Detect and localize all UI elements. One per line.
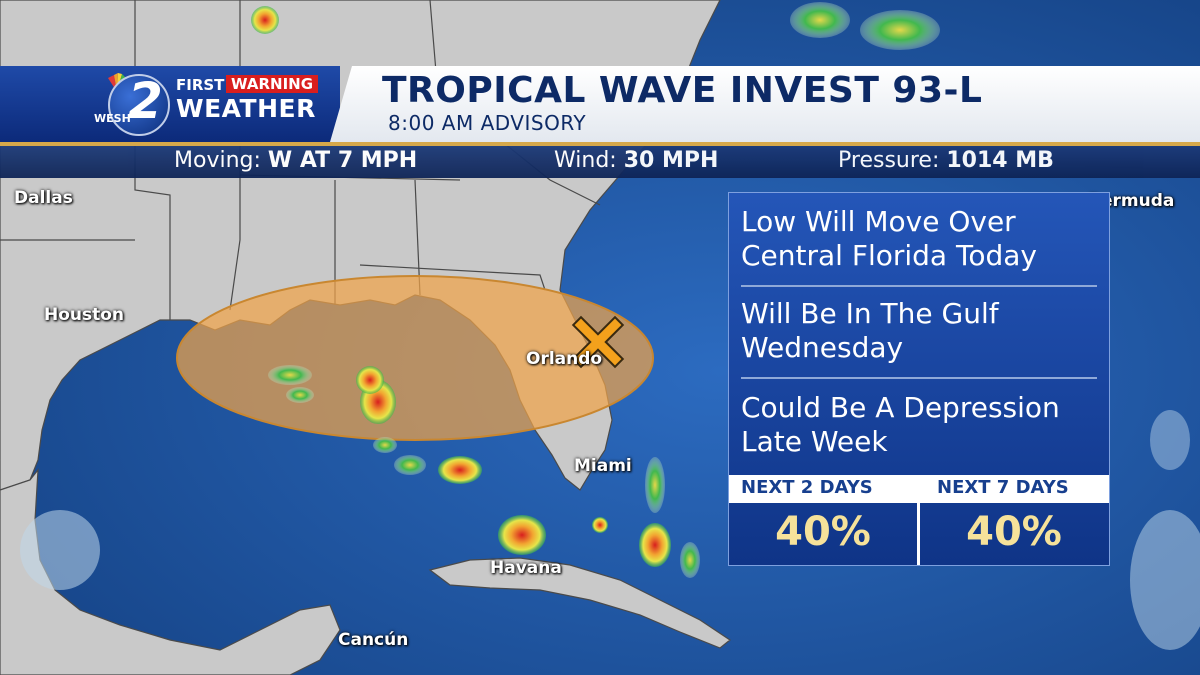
forecast-note-line: Low Will Move Over: [741, 205, 1016, 238]
logo-channel-number: 2: [128, 72, 163, 130]
station-logo: 2 WESH FIRST WARNING WEATHER: [0, 66, 340, 142]
accent-divider: [0, 142, 1200, 146]
stat-moving-value: W AT 7 MPH: [267, 148, 418, 173]
outlook-2day-value: 40%: [775, 509, 871, 555]
stat-wind-value: 30 MPH: [623, 148, 719, 173]
title-area: TROPICAL WAVE INVEST 93-L 8:00 AM ADVISO…: [330, 66, 1200, 142]
city-label-cancun: Cancún: [338, 630, 409, 650]
city-label-havana: Havana: [490, 558, 562, 578]
outlook-divider: [917, 475, 920, 565]
header-banner: 2 WESH FIRST WARNING WEATHER TROPICAL WA…: [0, 66, 1200, 142]
storm-center-x-icon: [571, 315, 625, 369]
logo-circle: [108, 74, 170, 136]
stat-moving-label: Moving:: [174, 148, 261, 173]
forecast-note: Could Be A Depression Late Week: [741, 391, 1101, 459]
brand-first: FIRST: [176, 76, 225, 94]
radar-returns: [20, 2, 1200, 650]
forecast-note-line: Will Be In The Gulf: [741, 297, 999, 330]
info-divider: [741, 285, 1097, 287]
forecast-note-line: Late Week: [741, 425, 888, 458]
forecast-note-line: Central Florida Today: [741, 239, 1037, 272]
forecast-note: Low Will Move Over Central Florida Today: [741, 205, 1101, 273]
stat-pressure: Pressure: 1014 MB: [838, 148, 1054, 173]
stat-moving: Moving: W AT 7 MPH: [174, 148, 417, 173]
stat-pressure-label: Pressure:: [838, 148, 940, 173]
stat-wind: Wind: 30 MPH: [554, 148, 718, 173]
page-title: TROPICAL WAVE INVEST 93-L: [382, 70, 983, 111]
logo-station-call: WESH: [94, 112, 131, 125]
city-label-houston: Houston: [44, 305, 125, 325]
forecast-info-panel: Low Will Move Over Central Florida Today…: [728, 192, 1110, 566]
cuba: [428, 557, 732, 649]
brand-weather: WEATHER: [176, 94, 316, 123]
forecast-note-line: Could Be A Depression: [741, 391, 1060, 424]
outlook-2day-label: NEXT 2 DAYS: [741, 477, 873, 498]
city-label-miami: Miami: [574, 456, 632, 476]
stat-wind-label: Wind:: [554, 148, 617, 173]
forecast-note: Will Be In The Gulf Wednesday: [741, 297, 1101, 365]
city-label-dallas: Dallas: [14, 188, 73, 208]
outlook-7day-label: NEXT 7 DAYS: [937, 477, 1069, 498]
mexico-landmass: [0, 468, 341, 675]
advisory-time: 8:00 AM ADVISORY: [388, 111, 587, 135]
stat-pressure-value: 1014 MB: [946, 148, 1054, 173]
info-divider: [741, 377, 1097, 379]
outlook-7day-value: 40%: [966, 509, 1062, 555]
city-label-orlando: Orlando: [526, 349, 603, 369]
brand-warning: WARNING: [226, 75, 319, 93]
forecast-note-line: Wednesday: [741, 331, 904, 364]
storm-stats-bar: Moving: W AT 7 MPH Wind: 30 MPH Pressure…: [0, 146, 1200, 178]
